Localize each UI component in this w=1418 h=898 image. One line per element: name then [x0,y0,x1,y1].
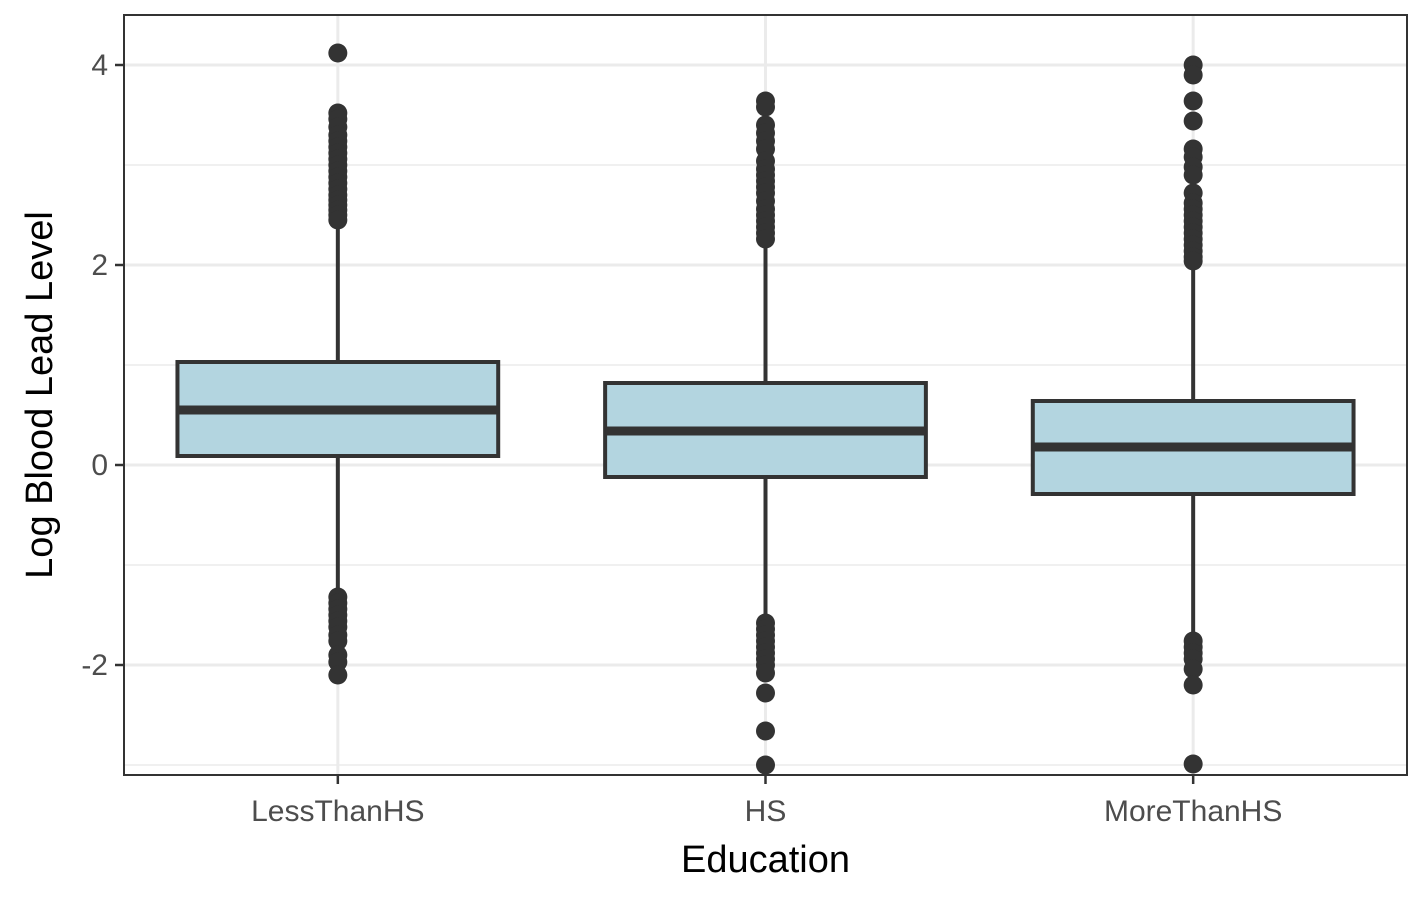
outlier-point [1183,659,1203,679]
y-tick-label: -2 [81,649,108,682]
outlier-point [328,652,348,672]
x-tick-label: LessThanHS [251,795,424,828]
y-tick-label: 0 [91,449,108,482]
outlier-point [756,229,775,249]
box-MoreThanHS [1030,55,1356,774]
x-axis-title: Education [681,839,850,881]
outlier-point [756,663,775,683]
y-tick-label: 4 [91,49,108,82]
y-axis: -2 0 2 4 [81,49,124,682]
y-tick-label: 2 [91,249,108,282]
outlier-point [1183,111,1203,131]
outlier-point [756,97,775,117]
outlier-point [1183,65,1203,85]
outlier-point [328,665,348,685]
outlier-point [1183,165,1203,185]
outlier-point [756,755,775,775]
outlier-point [328,43,348,63]
outlier-point [756,721,775,741]
outlier-point [1183,675,1203,695]
outlier-point [328,210,348,230]
outlier-point [1183,251,1203,271]
box-HS [603,91,928,775]
box-LessThanHS [175,43,501,685]
outlier-point [328,631,348,651]
outlier-point [1183,754,1203,774]
outlier-point [1183,91,1203,111]
outlier-point [756,683,775,703]
x-tick-label: HS [745,795,787,828]
y-axis-title: Log Blood Lead Level [19,211,61,579]
x-axis: LessThanHS HS MoreThanHS [251,775,1282,828]
boxes [175,43,1356,775]
x-tick-label: MoreThanHS [1104,795,1282,828]
